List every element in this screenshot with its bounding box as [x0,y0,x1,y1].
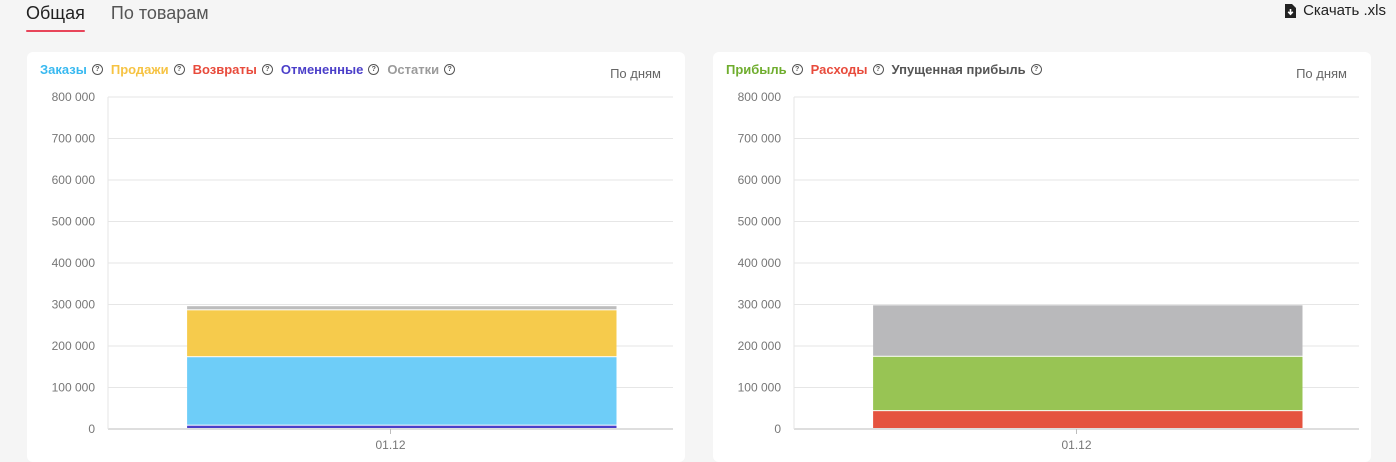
help-icon[interactable]: ? [261,64,273,75]
profit-chart: 0 100 000 200 000 300 000 400 000 500 000 600 … [738,90,1359,452]
bar-segment[interactable] [873,356,1303,411]
orders-chart-legend: Заказы? Продажи? Возвраты? Отмененные? Остат… [40,62,463,77]
legend-label: Заказы [40,62,87,77]
tab-general[interactable]: Общая [26,0,85,32]
y-tick-label: 500 000 [738,215,782,229]
legend-item[interactable]: Заказы? [40,62,103,77]
help-icon[interactable]: ? [91,64,103,75]
legend-item[interactable]: Продажи? [111,62,185,77]
y-tick-label: 100 000 [52,381,96,395]
bar-segment[interactable] [187,425,617,428]
y-tick-label: 500 000 [52,215,96,229]
legend-label: Продажи [110,62,169,77]
download-xls-button[interactable]: Скачать .xls [1283,2,1386,19]
help-icon[interactable]: ? [173,64,185,75]
legend-label: Возвраты [192,62,257,77]
tab-bar: Общая По товарам [26,0,209,32]
x-tick-label: 01.12 [375,438,405,452]
legend-label: Расходы [810,62,868,77]
legend-item[interactable]: Расходы? [811,62,884,77]
y-tick-label: 400 000 [738,256,782,270]
x-tick-label: 01.12 [1061,438,1091,452]
y-tick-label: 0 [88,422,95,436]
period-selector[interactable]: По дням [1296,66,1347,81]
file-download-icon [1283,3,1297,19]
legend-label: Отмененные [280,62,364,77]
help-icon[interactable]: ? [872,64,884,75]
legend-item[interactable]: Упущенная прибыль? [892,62,1042,77]
y-tick-label: 700 000 [52,132,96,146]
bar-segment[interactable] [187,357,617,425]
legend-label: Остатки [387,62,440,77]
download-label: Скачать .xls [1303,2,1386,19]
legend-item[interactable]: Отмененные? [280,62,380,77]
y-tick-label: 200 000 [738,339,782,353]
legend-item[interactable]: Прибыль? [726,62,803,77]
orders-chart: 0 100 000 200 000 300 000 400 000 500 000 600 … [52,90,673,452]
y-tick-label: 800 000 [738,90,782,104]
bar-segment[interactable] [873,411,1303,428]
help-icon[interactable]: ? [444,64,456,75]
help-icon[interactable]: ? [368,64,380,75]
y-tick-label: 0 [774,422,781,436]
legend-item[interactable]: Остатки? [387,62,456,77]
tab-by-products[interactable]: По товарам [110,3,209,23]
orders-chart-card: 0 100 000 200 000 300 000 400 000 500 000 600 … [27,52,685,462]
y-tick-label: 700 000 [738,132,782,146]
y-tick-label: 600 000 [52,173,96,187]
y-tick-label: 100 000 [738,381,782,395]
y-tick-label: 200 000 [52,339,96,353]
y-tick-label: 400 000 [52,256,96,270]
legend-item[interactable]: Возвраты? [193,62,273,77]
y-tick-label: 800 000 [52,90,96,104]
profit-chart-card: 0 100 000 200 000 300 000 400 000 500 000 600 … [713,52,1371,462]
legend-label: Прибыль [726,62,787,77]
period-selector[interactable]: По дням [610,66,661,81]
bar-segment[interactable] [873,305,1303,356]
help-icon[interactable]: ? [1030,64,1042,75]
y-tick-label: 300 000 [738,298,782,312]
y-tick-label: 600 000 [738,173,782,187]
help-icon[interactable]: ? [791,64,803,75]
bar-segment[interactable] [187,310,617,357]
bar-segment[interactable] [187,306,617,310]
y-tick-label: 300 000 [52,298,96,312]
profit-chart-legend: Прибыль? Расходы? Упущенная прибыль? [726,62,1050,77]
legend-label: Упущенная прибыль [891,62,1026,77]
